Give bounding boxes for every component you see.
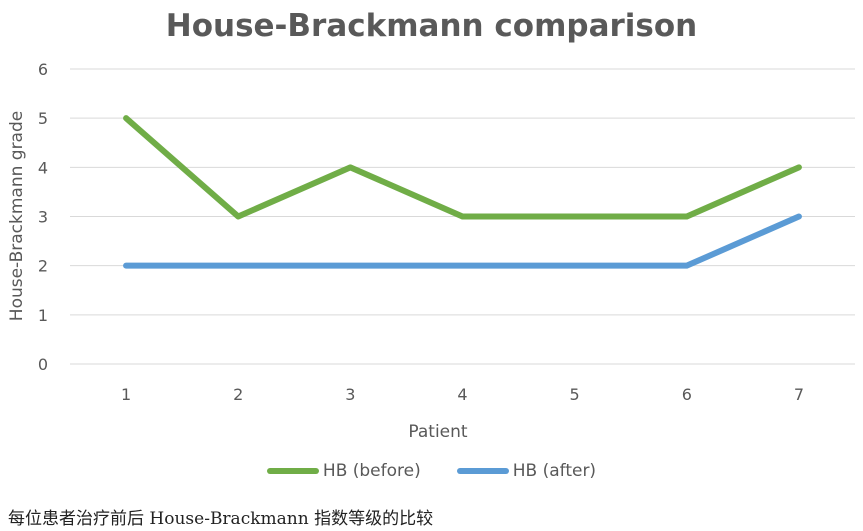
legend-label-after: HB (after): [512, 461, 597, 481]
x-tick-label: 6: [682, 385, 692, 404]
y-tick-label: 0: [38, 355, 48, 374]
chart-title: House-Brackmann comparison: [165, 8, 698, 44]
y-tick-label: 4: [38, 158, 48, 177]
x-tick-label: 2: [233, 385, 243, 404]
legend-swatch-before: [266, 468, 319, 474]
y-tick-label: 3: [38, 208, 48, 227]
series-line-after: [123, 213, 802, 269]
series-line-before: [123, 115, 802, 220]
y-tick-labels: 0 1 2 3 4 5 6: [38, 60, 48, 374]
line-chart: 0 1 2 3 4 5 6 1 2 3 4 5 6 7 Patient House-Brackmann …: [7, 60, 855, 442]
legend-swatch-after: [456, 468, 509, 474]
legend-label-before: HB (before): [322, 461, 421, 481]
y-tick-label: 2: [38, 257, 48, 276]
y-axis-label: House-Brackmann grade: [7, 111, 27, 321]
y-tick-label: 5: [38, 109, 48, 128]
x-tick-label: 4: [457, 385, 467, 404]
series-lines: [123, 115, 802, 269]
y-tick-label: 6: [38, 60, 48, 79]
x-tick-labels: 1 2 3 4 5 6 7: [121, 385, 804, 404]
x-tick-label: 3: [345, 385, 355, 404]
x-tick-label: 5: [570, 385, 580, 404]
figure-caption: 每位患者治疗前后 House-Brackmann 指数等级的比较: [8, 509, 434, 529]
y-tick-label: 1: [38, 306, 48, 325]
x-tick-label: 1: [121, 385, 131, 404]
legend-item-before: HB (before): [266, 461, 421, 481]
legend-item-after: HB (after): [456, 461, 597, 481]
x-axis-label: Patient: [408, 422, 468, 442]
x-tick-label: 7: [794, 385, 804, 404]
legend: HB (before) HB (after): [0, 461, 863, 481]
